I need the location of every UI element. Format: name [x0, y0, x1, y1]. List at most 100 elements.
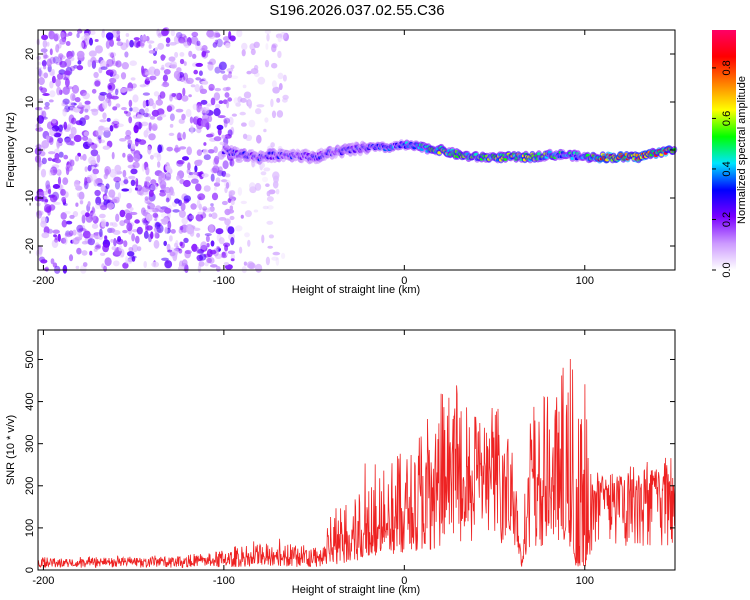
snr-y-label: SNR (10 * v/v) — [5, 415, 17, 485]
spectrogram-cell — [156, 116, 163, 121]
spectrogram-cell — [209, 58, 216, 66]
spectrogram-cell — [38, 70, 44, 78]
spectrogram-cell — [161, 218, 168, 225]
spectrogram-cell — [192, 53, 197, 59]
spectrogram-cell — [133, 37, 140, 41]
spectrogram-cell — [120, 72, 127, 80]
spectrogram-cell — [240, 214, 244, 219]
spectrogram-cell — [198, 105, 203, 112]
spectrogram-cell — [105, 63, 110, 68]
spectrogram-cell — [264, 59, 270, 68]
spectrogram-cell — [204, 106, 210, 114]
snr-panel: -200 -100 0 100 0 100 200 300 400 500 Height of … — [5, 329, 676, 596]
spectrogram-cell — [95, 196, 102, 206]
spectrogram-cell — [185, 77, 194, 85]
spectrogram-cell — [58, 69, 66, 75]
spectrogram-cell — [109, 39, 114, 47]
spectrogram-cell — [90, 149, 99, 157]
spectrogram-cell — [128, 116, 133, 124]
spectrogram-cell — [199, 85, 204, 94]
spectrogram-cell — [143, 230, 149, 239]
spectrogram-cell — [108, 84, 112, 90]
spectrogram-cell — [54, 238, 59, 243]
spectrogram-cell — [239, 246, 243, 254]
spectrogram-cell — [92, 215, 99, 224]
spectrogram-cell — [138, 139, 147, 145]
spectrogram-cell — [130, 168, 138, 175]
spectrogram-cell — [213, 108, 221, 117]
spectrogram-cell — [283, 32, 289, 42]
spectrogram-cell — [92, 207, 96, 214]
spectrogram-cell — [116, 123, 124, 128]
spectrogram-cell — [182, 87, 186, 97]
spectrogram-cell — [113, 176, 122, 183]
spectrogram-cell — [74, 155, 80, 162]
spectrogram-cell — [51, 239, 59, 248]
spectrogram-cell — [76, 224, 84, 233]
spectrogram-cell — [45, 135, 50, 143]
spectrogram-cell — [144, 72, 151, 76]
spectrogram-cell — [213, 186, 217, 191]
spectrogram-cell — [49, 137, 54, 145]
spectrogram-cell — [179, 146, 187, 150]
spectrogram-cell — [228, 189, 236, 196]
spectrogram-cell — [48, 151, 56, 155]
spectrogram-cell — [129, 60, 137, 66]
spectrogram-cell — [195, 62, 203, 67]
spectrogram-cell — [215, 228, 224, 235]
spectrogram-cell — [198, 261, 205, 267]
spectrogram-cell — [222, 36, 231, 42]
spectrogram-cell — [41, 157, 47, 165]
spectrogram-cell — [221, 179, 228, 183]
spectrogram-cell — [68, 254, 74, 262]
spectrogram-cell — [215, 266, 221, 272]
spectrogram-cell — [36, 210, 44, 216]
spectrogram-heatmap — [34, 27, 678, 274]
spectrogram-cell — [128, 187, 133, 194]
snr-frame — [37, 329, 676, 571]
spectrogram-cell — [72, 211, 79, 217]
spectrogram-cell — [81, 250, 88, 256]
spectrogram-cell — [79, 89, 87, 97]
spectrogram-cell — [49, 71, 55, 76]
spectrogram-cell — [38, 68, 42, 77]
spectrogram-cell — [186, 168, 191, 175]
spectrogram-cell — [84, 100, 91, 105]
spectrogram-cell — [102, 145, 111, 150]
snr-x-tick-label: 100 — [576, 575, 594, 587]
spectrogram-cell — [179, 52, 185, 57]
spectrogram-cell — [148, 98, 154, 107]
spectrogram-cell — [176, 160, 185, 165]
spectrogram-cell — [76, 50, 85, 59]
spectrogram-cell — [243, 91, 252, 99]
spectrogram-cell — [72, 237, 80, 245]
spectrogram-cell — [52, 184, 61, 189]
spectrogram-cell — [250, 68, 259, 75]
spectrogram-cell — [139, 84, 146, 88]
spectrogram-cell — [181, 259, 188, 267]
spectrogram-cell — [113, 238, 117, 247]
spectrogram-cell — [57, 176, 62, 185]
spectrogram-cell — [151, 109, 160, 117]
spectrogram-cell — [82, 153, 87, 161]
spectrogram-cell — [165, 37, 171, 44]
spectrogram-cell — [270, 98, 274, 108]
spectrogram-y-tick-label: 10 — [24, 96, 36, 108]
spectrogram-cell — [84, 108, 89, 113]
spectrogram-cell — [62, 264, 68, 274]
spectrogram-cell — [236, 29, 243, 38]
spectrogram-cell — [223, 262, 229, 266]
spectrogram-cell — [54, 152, 60, 161]
spectrogram-cell — [51, 118, 57, 124]
spectrogram-cell — [93, 71, 99, 79]
spectrogram-cell — [160, 67, 165, 71]
spectrogram-cell — [64, 70, 71, 76]
spectrogram-cell — [162, 74, 168, 82]
spectrogram-cell — [198, 70, 203, 76]
spectrogram-cell — [105, 32, 114, 40]
spectrogram-cell — [181, 113, 186, 121]
spectrogram-cell — [266, 190, 271, 197]
spectrogram-cell — [90, 56, 97, 64]
spectrogram-cell — [109, 72, 113, 77]
